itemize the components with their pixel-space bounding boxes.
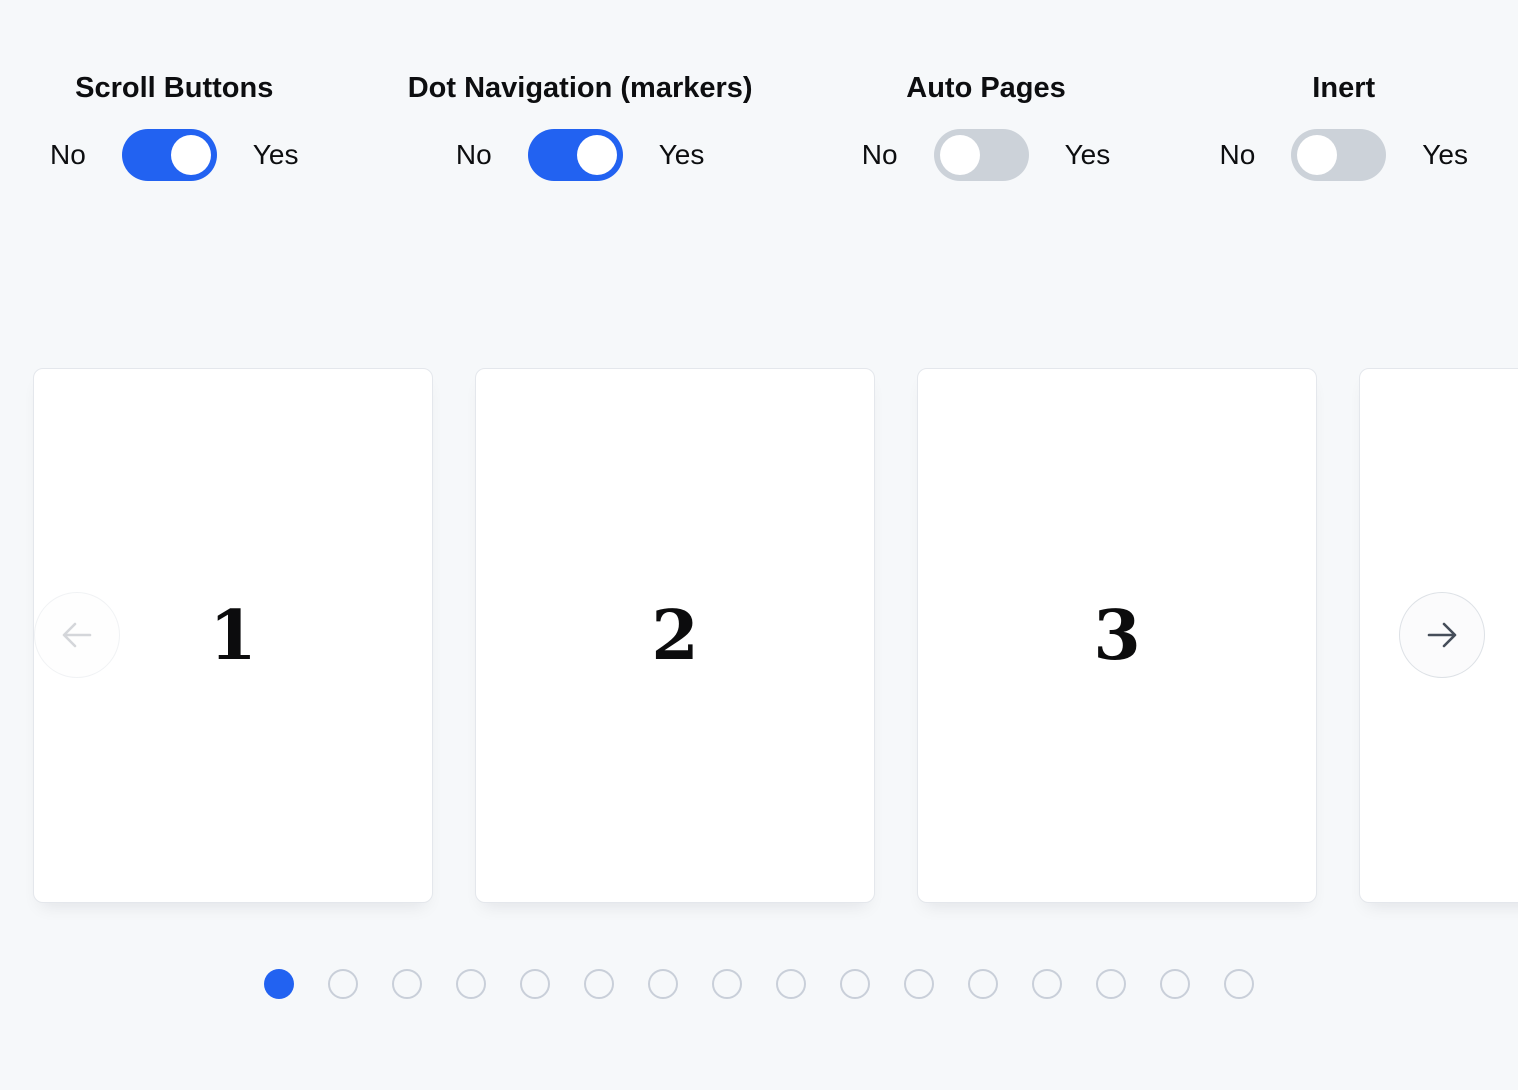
toggle-yes-label: Yes bbox=[658, 139, 705, 171]
auto-pages-toggle[interactable] bbox=[933, 129, 1029, 182]
dot-indicator[interactable] bbox=[328, 969, 358, 999]
toggle-row: No Yes bbox=[50, 129, 299, 182]
dot-navigation bbox=[264, 969, 1254, 999]
next-page-button[interactable] bbox=[1399, 592, 1485, 678]
toggle-yes-label: Yes bbox=[252, 139, 299, 171]
toggle-knob bbox=[576, 135, 617, 176]
toggle-knob bbox=[939, 135, 980, 176]
dot-indicator[interactable] bbox=[264, 969, 294, 999]
toggle-no-label: No bbox=[455, 139, 492, 171]
dot-indicator[interactable] bbox=[520, 969, 550, 999]
dot-indicator[interactable] bbox=[712, 969, 742, 999]
toggle-group-scroll-buttons: Scroll Buttons No Yes bbox=[50, 72, 299, 182]
dot-indicator[interactable] bbox=[1160, 969, 1190, 999]
toggle-no-label: No bbox=[50, 139, 86, 171]
toggle-row: No Yes bbox=[455, 129, 705, 182]
inert-toggle[interactable] bbox=[1291, 129, 1387, 182]
slide-number: 1 bbox=[209, 595, 257, 676]
toggle-yes-label: Yes bbox=[1422, 139, 1468, 171]
toggle-knob bbox=[1297, 135, 1338, 176]
toggle-title: Scroll Buttons bbox=[75, 72, 274, 104]
toggle-row: No Yes bbox=[861, 129, 1111, 182]
carousel-slide: 3 bbox=[917, 368, 1317, 903]
dot-indicator[interactable] bbox=[648, 969, 678, 999]
dot-indicator[interactable] bbox=[968, 969, 998, 999]
dot-indicator[interactable] bbox=[392, 969, 422, 999]
carousel-track[interactable]: 1 2 3 bbox=[0, 368, 1518, 903]
arrow-left-icon bbox=[57, 615, 97, 655]
dot-indicator[interactable] bbox=[1224, 969, 1254, 999]
toggle-row: No Yes bbox=[1219, 129, 1468, 182]
toggle-knob bbox=[170, 135, 211, 176]
toggle-title: Inert bbox=[1312, 72, 1376, 104]
dot-indicator[interactable] bbox=[776, 969, 806, 999]
dot-indicator[interactable] bbox=[1096, 969, 1126, 999]
toggle-title: Auto Pages bbox=[906, 72, 1066, 104]
scroll-buttons-toggle[interactable] bbox=[121, 129, 217, 182]
dot-indicator[interactable] bbox=[584, 969, 614, 999]
prev-page-button[interactable] bbox=[34, 592, 120, 678]
dot-navigation-toggle[interactable] bbox=[527, 129, 623, 182]
dot-indicator[interactable] bbox=[1032, 969, 1062, 999]
toggle-no-label: No bbox=[861, 139, 898, 171]
toggle-controls-bar: Scroll Buttons No Yes Dot Navigation (ma… bbox=[50, 72, 1468, 182]
toggle-group-dot-navigation: Dot Navigation (markers) No Yes bbox=[407, 72, 753, 182]
arrow-right-icon bbox=[1422, 615, 1462, 655]
toggle-group-inert: Inert No Yes bbox=[1219, 72, 1468, 182]
toggle-group-auto-pages: Auto Pages No Yes bbox=[861, 72, 1111, 182]
dot-indicator[interactable] bbox=[840, 969, 870, 999]
carousel-slide: 2 bbox=[475, 368, 875, 903]
dot-indicator[interactable] bbox=[904, 969, 934, 999]
slide-number: 2 bbox=[651, 595, 699, 676]
toggle-yes-label: Yes bbox=[1064, 139, 1111, 171]
slide-number: 3 bbox=[1093, 595, 1141, 676]
toggle-no-label: No bbox=[1219, 139, 1256, 171]
dot-indicator[interactable] bbox=[456, 969, 486, 999]
toggle-title: Dot Navigation (markers) bbox=[407, 72, 753, 104]
